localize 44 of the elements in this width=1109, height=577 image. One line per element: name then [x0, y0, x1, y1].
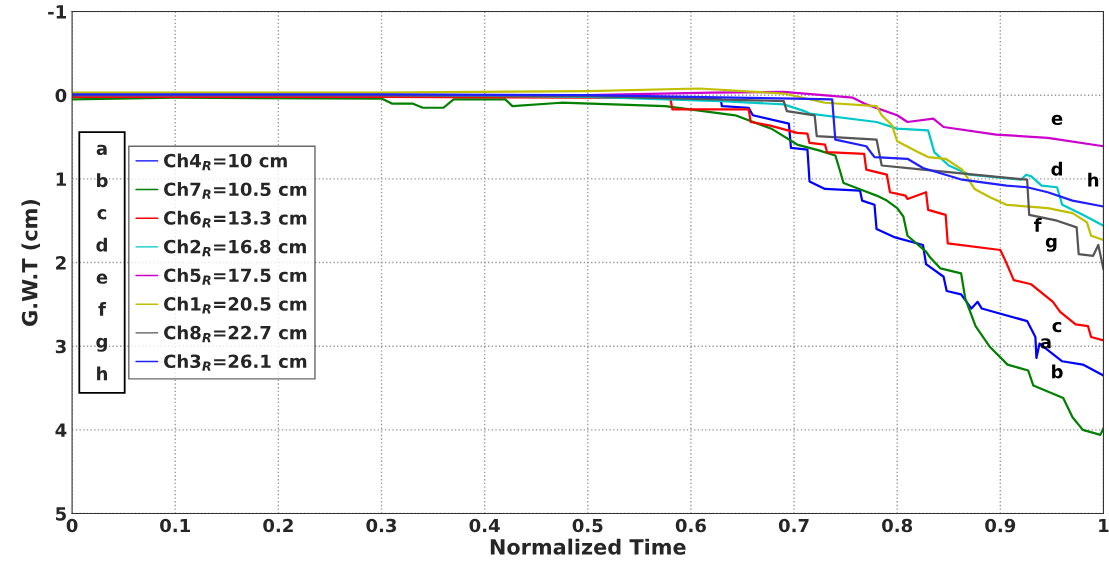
x-tick-label: 0.7 — [778, 518, 809, 533]
annotation: e — [1051, 114, 1063, 126]
legend-label: Ch4$_{R}$=10 cm — [164, 153, 287, 171]
legend-label: Ch3$_{R}$=26.1 cm — [164, 354, 307, 371]
y-tick-label: 0 — [55, 88, 67, 103]
x-tick-label: 0.8 — [882, 518, 913, 533]
x-tick-label: 0.5 — [572, 518, 603, 533]
x-tick-label: 0.9 — [985, 518, 1016, 533]
x-tick-label: 0 — [66, 518, 78, 533]
x-tick-label: 0.6 — [675, 518, 706, 533]
y-tick-label: 4 — [55, 423, 67, 437]
legend-label: Ch1$_{R}$=20.5 cm — [164, 296, 307, 314]
annotation: c — [97, 209, 107, 220]
x-tick-label: 0.1 — [160, 518, 190, 533]
legend-label: Ch6$_{R}$=13.3 cm — [164, 210, 307, 228]
annotation: d — [1051, 161, 1062, 176]
x-tick-label: 0.3 — [366, 518, 397, 533]
x-axis-title: Normalized Time — [490, 538, 686, 555]
annotation: e — [96, 273, 108, 284]
y-tick-label: 3 — [55, 339, 66, 354]
annotation: a — [96, 144, 107, 156]
annotation: f — [98, 302, 107, 316]
annotation: c — [1052, 321, 1062, 333]
x-tick-label: 1 — [1099, 518, 1109, 533]
y-tick-label: 2 — [56, 255, 66, 270]
annotation: h — [1088, 172, 1099, 187]
legend-label: Ch2$_{R}$=16.8 cm — [164, 239, 306, 257]
x-tick-label: 0.4 — [469, 518, 500, 533]
y-tick-label: 1 — [56, 172, 66, 186]
annotation: f — [1034, 217, 1042, 232]
annotation: g — [96, 337, 107, 352]
x-tick-label: 0.2 — [263, 518, 293, 533]
y-tick-label: 5 — [56, 507, 66, 521]
legend-label: Ch7$_{R}$=10.5 cm — [164, 182, 307, 199]
legend-label: Ch8$_{R}$=22.7 cm — [164, 325, 307, 343]
legend-label: Ch5$_{R}$=17.5 cm — [164, 268, 307, 285]
y-axis-title: G.W.T (cm) — [21, 199, 41, 326]
y-tick-label: -1 — [48, 5, 66, 19]
annotation: h — [97, 366, 108, 381]
annotation: d — [96, 237, 107, 252]
annotation: a — [1040, 338, 1051, 349]
annotation: b — [1052, 364, 1063, 379]
annotation: b — [97, 173, 108, 188]
annotation: g — [1045, 237, 1057, 252]
